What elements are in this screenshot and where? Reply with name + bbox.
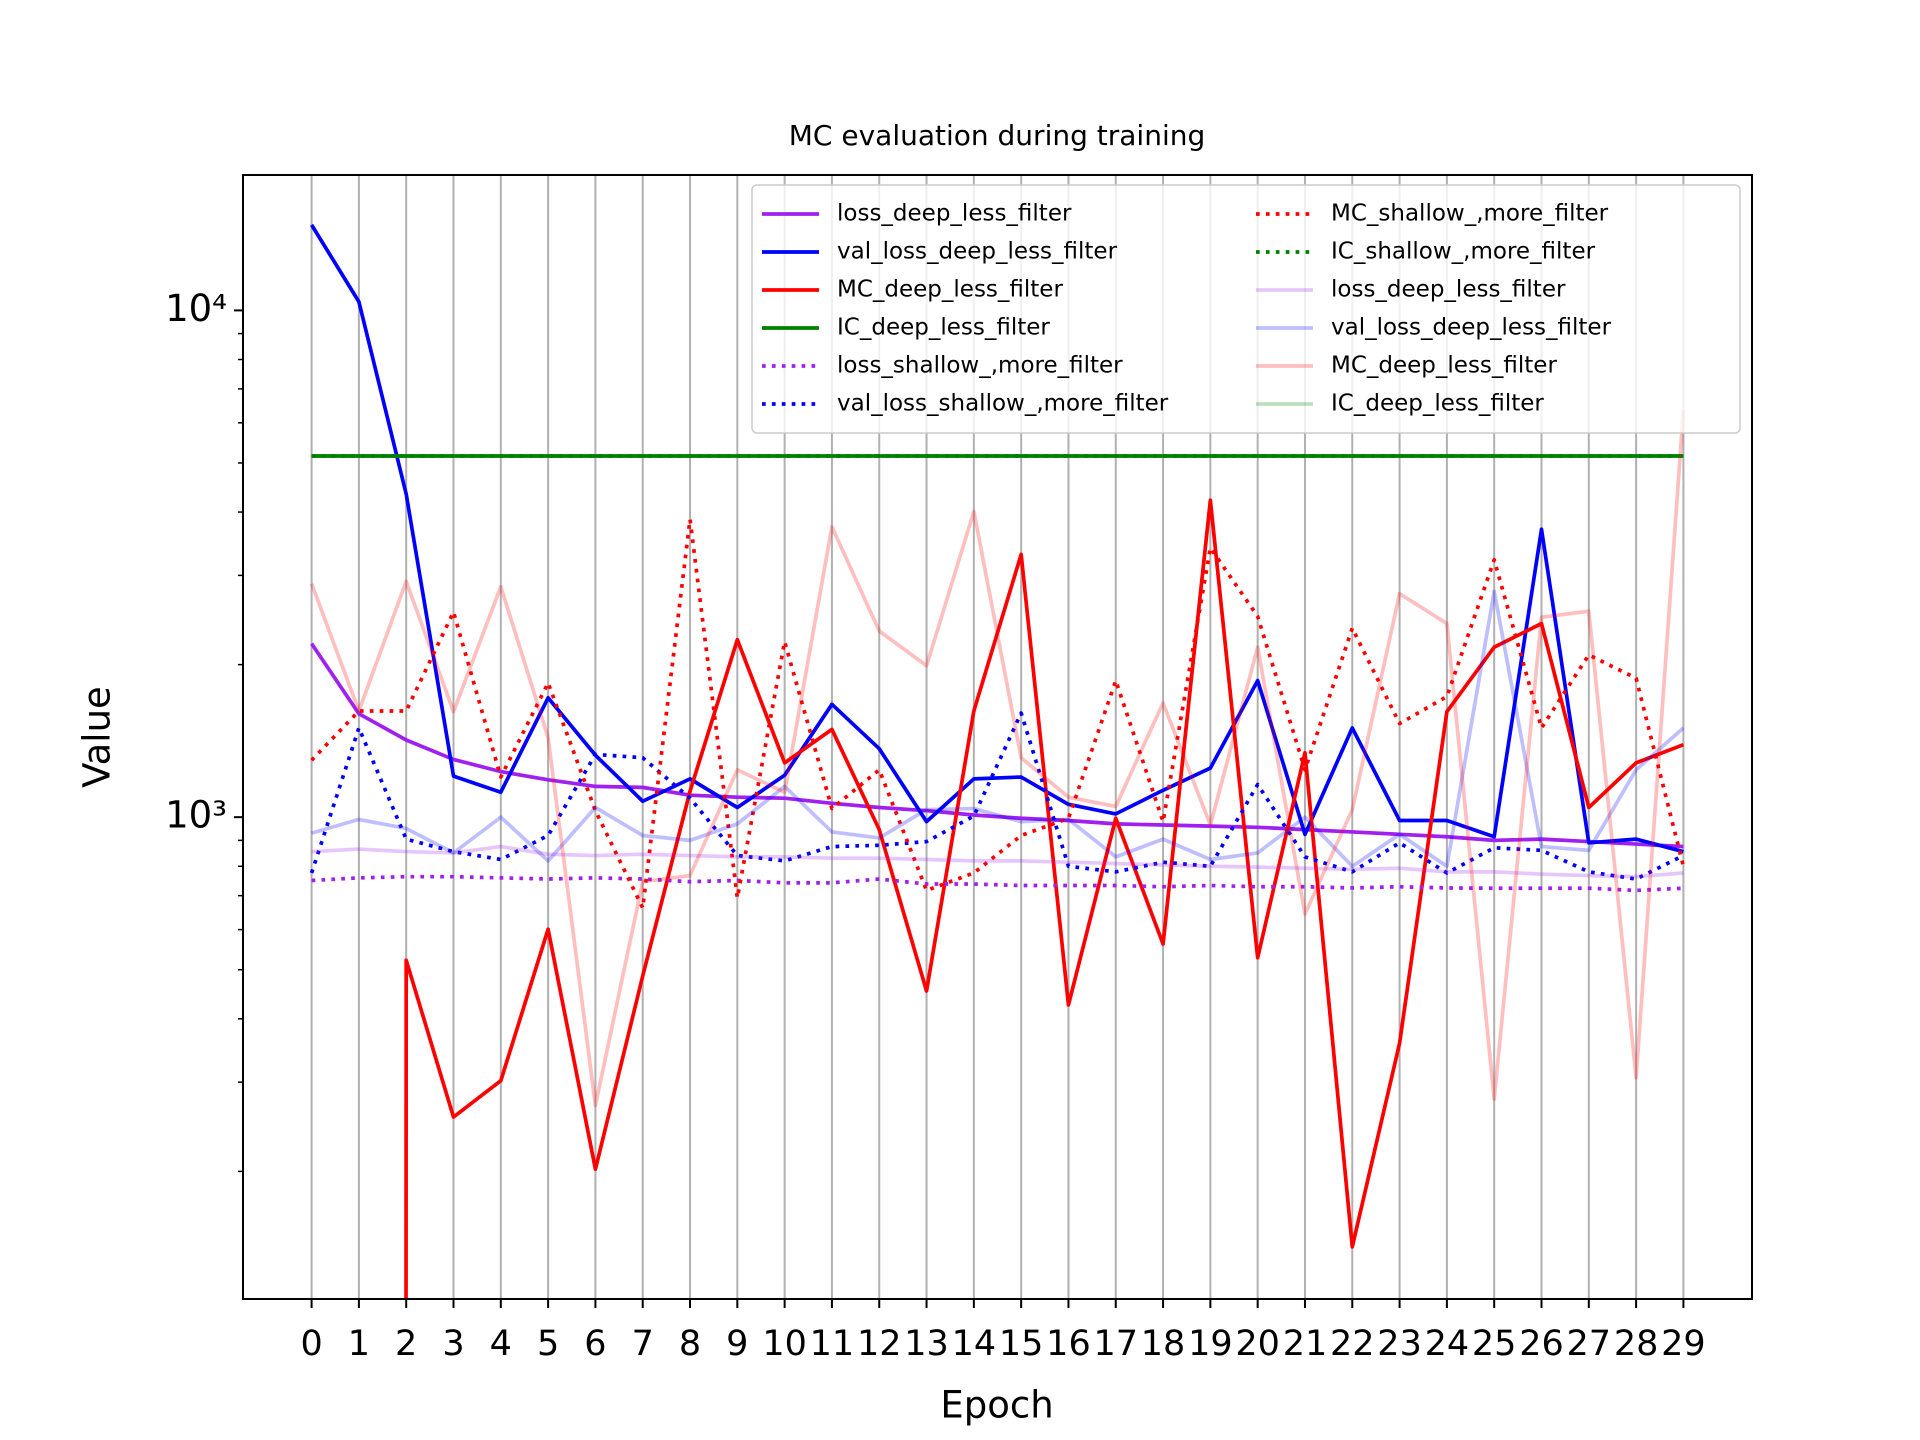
- x-tick-label: 29: [1661, 1324, 1706, 1364]
- x-tick-label: 3: [442, 1324, 464, 1364]
- series-line: [310, 517, 1686, 910]
- x-tick-label: 27: [1567, 1324, 1612, 1364]
- axes: 0 1 2 3 4 5 6 7 8 9 10 11 12 13 14 15 16 17 18 19 20 21 22 23 24…: [165, 287, 1706, 1364]
- y-tick-label: 10⁴: [165, 287, 227, 330]
- series-line: [311, 844, 1684, 879]
- x-tick-label: 13: [904, 1324, 949, 1364]
- series-line: [309, 711, 1685, 881]
- legend-label: loss_shallow_,more_filter: [837, 353, 1123, 379]
- x-tick-label: 9: [726, 1324, 748, 1364]
- x-tick-label: 12: [857, 1324, 902, 1364]
- legend-label: MC_deep_less_filter: [837, 277, 1063, 303]
- x-tick-label: 17: [1093, 1324, 1138, 1364]
- legend: loss_deep_less_filter val_loss_deep_less_…: [751, 184, 1741, 434]
- x-axis-label: Epoch: [940, 1384, 1053, 1427]
- legend-label: IC_deep_less_filter: [837, 315, 1050, 341]
- x-tick-label: 20: [1235, 1324, 1280, 1364]
- series-line: [311, 874, 1684, 893]
- x-tick-label: 15: [999, 1324, 1044, 1364]
- legend-label: IC_deep_less_filter: [1331, 391, 1544, 417]
- x-tick-label: 10: [762, 1324, 807, 1364]
- series-line: [310, 223, 1684, 854]
- legend-label: val_loss_deep_less_filter: [837, 239, 1118, 265]
- x-tick-label: 4: [490, 1324, 512, 1364]
- series-line: [310, 642, 1684, 849]
- x-tick-label: 21: [1283, 1324, 1328, 1364]
- x-tick-label: 5: [537, 1324, 559, 1364]
- x-tick-label: 23: [1377, 1324, 1422, 1364]
- legend-label: loss_deep_less_filter: [837, 201, 1072, 227]
- x-tick-label: 25: [1472, 1324, 1517, 1364]
- x-tick-label: 2: [395, 1324, 417, 1364]
- x-tick-label: 18: [1141, 1324, 1186, 1364]
- x-tick-label: 16: [1046, 1324, 1091, 1364]
- legend-label: IC_shallow_,more_filter: [1331, 239, 1596, 265]
- series-line: [404, 498, 1685, 1299]
- x-tick-label: 8: [679, 1324, 701, 1364]
- y-axis-label: Value: [76, 686, 119, 788]
- y-tick-label: 10³: [165, 794, 227, 837]
- plot-lines: [309, 223, 1686, 1299]
- legend-box: [751, 184, 1741, 434]
- x-tick-label: 11: [810, 1324, 855, 1364]
- x-tick-label: 14: [952, 1324, 997, 1364]
- x-tick-label: 26: [1519, 1324, 1564, 1364]
- legend-label: MC_deep_less_filter: [1331, 353, 1557, 379]
- x-tick-label: 1: [348, 1324, 370, 1364]
- x-tick-label: 0: [300, 1324, 322, 1364]
- chart-title: MC evaluation during training: [789, 119, 1206, 152]
- grid: [310, 175, 1685, 1299]
- legend-label: val_loss_deep_less_filter: [1331, 315, 1612, 341]
- legend-label: loss_deep_less_filter: [1331, 277, 1566, 303]
- legend-label: val_loss_shallow_,more_filter: [837, 391, 1169, 417]
- plot-frame: [242, 174, 1753, 1300]
- x-tick-label: 7: [632, 1324, 654, 1364]
- x-tick-label: 22: [1330, 1324, 1375, 1364]
- x-tick-label: 6: [584, 1324, 606, 1364]
- x-tick-label: 19: [1188, 1324, 1233, 1364]
- x-tick-label: 28: [1614, 1324, 1659, 1364]
- legend-label: MC_shallow_,more_filter: [1331, 201, 1609, 227]
- series-line: [311, 589, 1685, 869]
- series-line: [309, 409, 1686, 1108]
- x-tick-label: 24: [1425, 1324, 1470, 1364]
